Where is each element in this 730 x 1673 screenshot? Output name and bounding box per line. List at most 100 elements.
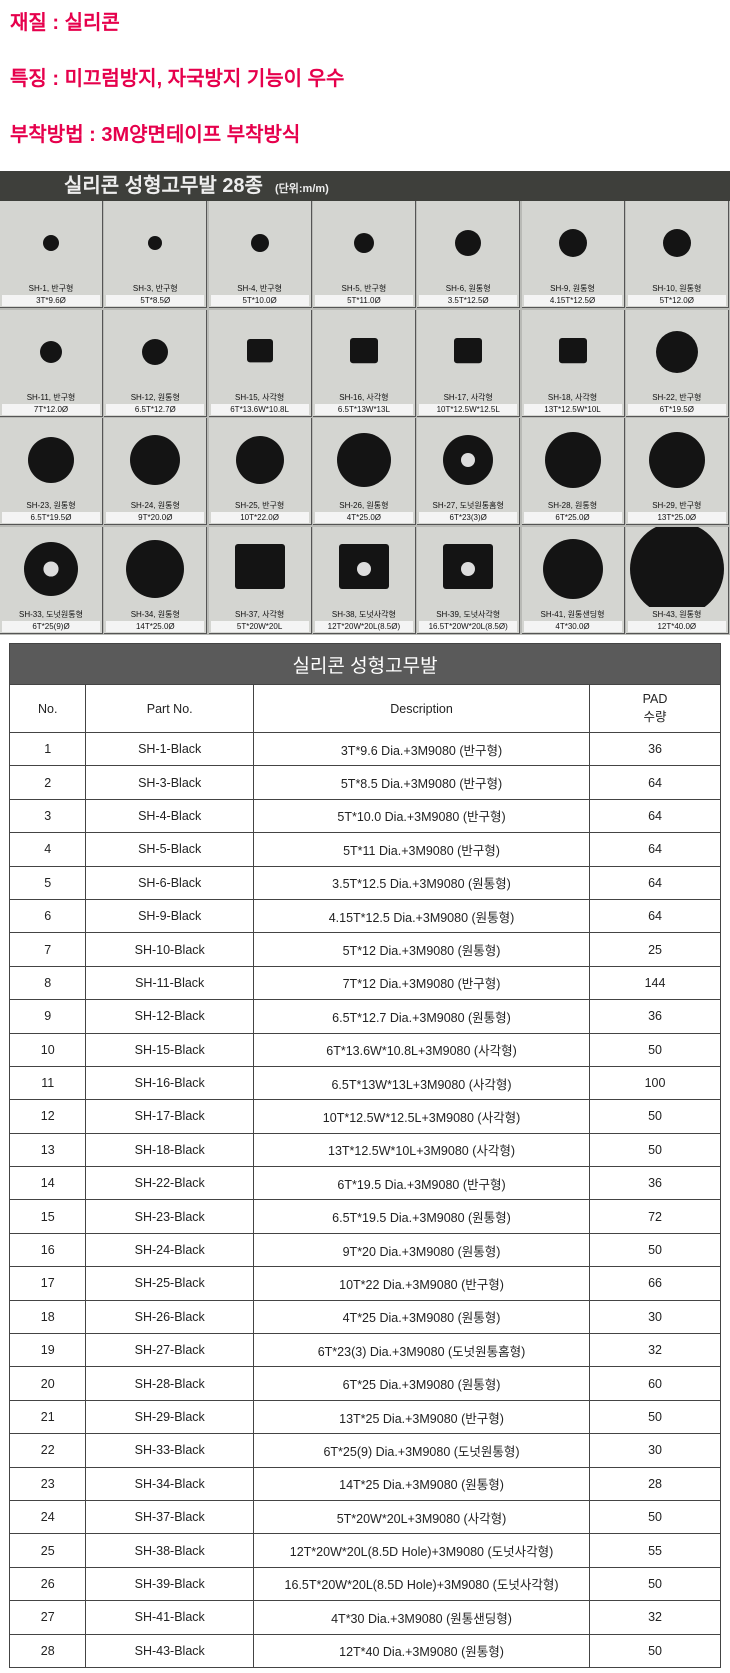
table-row: 23 SH-34-Black 14T*25 Dia.+3M9080 (원통형) 28 [8,1466,721,1501]
product-size: 12T*20W*20L(8.5Ø) [314,620,413,632]
table-title: 실리콘 성형고무발 [9,643,721,685]
table-cell: 36 [589,1166,721,1201]
table-row: 5 SH-6-Black 3.5T*12.5 Dia.+3M9080 (원통형) 64 [8,865,721,900]
table-cell: SH-18-Black [85,1132,254,1168]
column-header: Description [252,684,591,733]
table-cell: 7 [8,932,87,967]
product-image [443,543,494,589]
table-cell: 12T*20W*20L(8.5D Hole)+3M9080 (도넛사각형) [252,1533,591,1568]
product-image [24,541,78,596]
table-cell: 25 [589,932,721,967]
table-cell: 11 [8,1065,87,1101]
table-cell: 5T*12 Dia.+3M9080 (원통형) [252,932,591,967]
column-header: No. [8,684,87,733]
product-image [148,236,163,250]
spec-table: 실리콘 성형고무발 No. Part No. Description PAD 수량 1 SH… [8,643,721,1668]
product-image [130,435,181,485]
photo-title: 실리콘 성형고무발 28종 [64,175,263,197]
table-cell: SH-28-Black [85,1366,254,1401]
product-image [235,436,284,484]
product-image [542,538,603,599]
table-cell: SH-41-Black [85,1600,254,1635]
product-size: 5T*10.0Ø [210,295,309,306]
table-row: 9 SH-12-Black 6.5T*12.7 Dia.+3M9080 (원통형) 3… [8,999,721,1034]
table-cell: 4 [8,832,87,867]
product-size: 6T*19.5Ø [627,403,726,415]
table-row: 8 SH-11-Black 7T*12 Dia.+3M9080 (반구형) 144 [8,965,721,1001]
table-cell: 7T*12 Dia.+3M9080 (반구형) [252,965,591,1001]
product-size: 13T*12.5W*10L [523,403,622,415]
table-cell: SH-26-Black [85,1299,254,1335]
table-cell: SH-15-Black [85,1032,254,1067]
product-image [338,543,389,589]
product-name: SH-1, 반구형 [28,284,74,293]
table-cell: SH-4-Black [85,798,254,834]
product-size: 6.5T*13W*13L [314,403,413,415]
table-cell: 8 [8,965,87,1001]
table-cell: SH-6-Black [85,865,254,900]
table-row: 27 SH-41-Black 4T*30 Dia.+3M9080 (원통샌딩형) 32 [8,1600,721,1635]
product-cell: SH-18, 사각형 13T*12.5W*10L [521,309,625,417]
table-cell: SH-3-Black [85,765,254,800]
table-cell: 100 [589,1065,721,1101]
table-cell: 26 [8,1566,87,1602]
table-row: 21 SH-29-Black 13T*25 Dia.+3M9080 (반구형) 50 [8,1399,721,1435]
table-row: 11 SH-16-Black 6.5T*13W*13L+3M9080 (사각형) 10… [8,1065,721,1101]
table-cell: 15 [8,1199,87,1234]
table-cell: 18 [8,1299,87,1335]
product-image [349,337,378,363]
product-cell: SH-29, 반구형 13T*25.0Ø [625,418,729,525]
table-cell: SH-37-Black [85,1499,254,1535]
table-row: 17 SH-25-Black 10T*22 Dia.+3M9080 (반구형) 66 [8,1266,721,1301]
product-cell: SH-23, 원통형 6.5T*19.5Ø [0,418,103,525]
table-cell: 64 [589,865,721,900]
photo-title-bar: 실리콘 성형고무발 28종 (단위:m/m) [0,171,730,201]
table-cell: 5T*8.5 Dia.+3M9080 (반구형) [252,765,591,800]
product-size: 6.5T*19.5Ø [2,512,100,523]
table-row: 14 SH-22-Black 6T*19.5 Dia.+3M9080 (반구형) 36 [8,1166,721,1201]
product-size: 7T*12.0Ø [2,403,100,415]
product-name: SH-34, 원통형 [130,609,180,619]
product-name: SH-41, 원통샌딩형 [540,609,605,619]
product-size: 5T*20W*20L [210,620,309,632]
table-cell: 6T*25 Dia.+3M9080 (원통형) [252,1366,591,1401]
table-cell: 64 [589,832,721,867]
table-cell: 36 [589,999,721,1034]
table-cell: 64 [589,798,721,834]
product-name: SH-33, 도넛원통형 [19,609,83,619]
table-cell: 3T*9.6 Dia.+3M9080 (반구형) [252,731,591,767]
table-cell: 55 [589,1533,721,1568]
product-size: 14T*25.0Ø [106,620,205,632]
product-name: SH-12, 원통형 [130,392,180,402]
table-cell: 16.5T*20W*20L(8.5D Hole)+3M9080 (도넛사각형) [252,1566,591,1602]
table-cell: SH-33-Black [85,1433,254,1468]
product-size: 4T*30.0Ø [523,620,622,632]
table-cell: 27 [8,1600,87,1635]
table-cell: 6T*19.5 Dia.+3M9080 (반구형) [252,1166,591,1201]
product-cell: SH-25, 반구형 10T*22.0Ø [208,418,312,525]
table-row: 1 SH-1-Black 3T*9.6 Dia.+3M9080 (반구형) 36 [8,731,721,767]
product-image [250,234,269,252]
product-image [455,230,482,256]
table-cell: SH-25-Black [85,1266,254,1301]
table-row: 15 SH-23-Black 6.5T*19.5 Dia.+3M9080 (원통형)… [8,1199,721,1234]
table-cell: 25 [8,1533,87,1568]
table-cell: 20 [8,1366,87,1401]
table-cell: 19 [8,1333,87,1368]
product-image [246,338,273,362]
table-cell: 2 [8,765,87,800]
table-cell: 16 [8,1232,87,1268]
table-cell: 66 [589,1266,721,1301]
product-image [648,432,705,488]
product-size: 6T*23(3)Ø [419,512,518,523]
table-cell: 4T*30 Dia.+3M9080 (원통샌딩형) [252,1600,591,1635]
product-name: SH-28, 원통형 [547,501,598,510]
table-cell: SH-29-Black [85,1399,254,1435]
table-row: 4 SH-5-Black 5T*11 Dia.+3M9080 (반구형) 64 [8,832,721,867]
product-cell: SH-41, 원통샌딩형 4T*30.0Ø [521,526,625,634]
table-cell: 50 [589,1633,721,1668]
product-cell: SH-26, 원통형 4T*25.0Ø [312,418,416,525]
table-cell: SH-1-Black [85,731,254,767]
product-image [43,235,59,251]
